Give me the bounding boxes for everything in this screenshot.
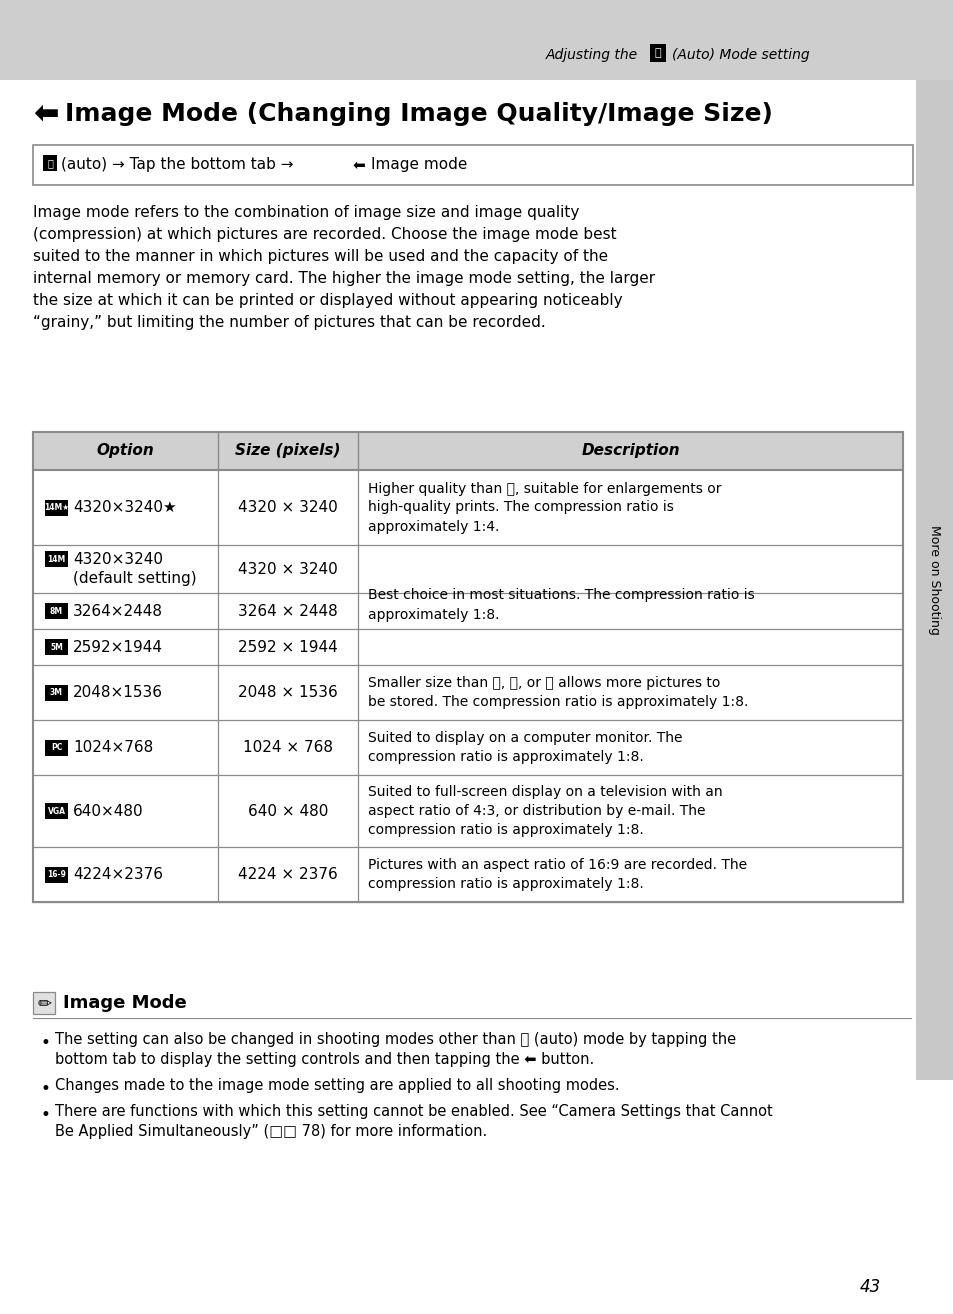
Text: Suited to full-screen display on a television with an: Suited to full-screen display on a telev… <box>368 784 721 799</box>
Text: 4320 × 3240: 4320 × 3240 <box>238 501 337 515</box>
Bar <box>45 603 68 619</box>
Text: 1024 × 768: 1024 × 768 <box>243 740 333 756</box>
Text: •: • <box>41 1106 51 1123</box>
Bar <box>33 470 902 545</box>
Bar <box>45 685 68 700</box>
Text: compression ratio is approximately 1:8.: compression ratio is approximately 1:8. <box>368 876 643 891</box>
Text: Adjusting the: Adjusting the <box>545 49 638 62</box>
Text: 4224 × 2376: 4224 × 2376 <box>238 867 337 882</box>
Bar <box>33 720 902 775</box>
Text: bottom tab to display the setting controls and then tapping the ⬅ button.: bottom tab to display the setting contro… <box>55 1053 594 1067</box>
Text: (default setting): (default setting) <box>73 572 196 586</box>
Bar <box>915 80 953 1080</box>
Text: 5M: 5M <box>50 643 63 652</box>
Text: Description: Description <box>580 444 679 459</box>
Bar <box>45 639 68 654</box>
Text: •: • <box>41 1080 51 1099</box>
Bar <box>33 145 912 185</box>
Bar <box>0 0 953 80</box>
Text: ⬅: ⬅ <box>33 100 58 129</box>
Text: ⬅: ⬅ <box>353 158 365 172</box>
Text: 2048×1536: 2048×1536 <box>73 685 163 700</box>
Text: Smaller size than ⬛, ⬛, or ⬛ allows more pictures to: Smaller size than ⬛, ⬛, or ⬛ allows more… <box>368 675 720 690</box>
Text: the size at which it can be printed or displayed without appearing noticeably: the size at which it can be printed or d… <box>33 293 622 307</box>
Text: aspect ratio of 4:3, or distribution by e-mail. The: aspect ratio of 4:3, or distribution by … <box>368 804 705 819</box>
Text: ⛷: ⛷ <box>654 49 660 58</box>
Bar <box>43 155 57 171</box>
Text: 2048 × 1536: 2048 × 1536 <box>238 685 337 700</box>
Text: approximately 1:4.: approximately 1:4. <box>368 519 498 533</box>
Text: internal memory or memory card. The higher the image mode setting, the larger: internal memory or memory card. The high… <box>33 271 655 286</box>
Text: suited to the manner in which pictures will be used and the capacity of the: suited to the manner in which pictures w… <box>33 248 607 264</box>
Text: 2592×1944: 2592×1944 <box>73 640 163 654</box>
Text: 1024×768: 1024×768 <box>73 740 153 756</box>
Text: 14M★: 14M★ <box>44 503 69 512</box>
Text: Option: Option <box>96 444 154 459</box>
Text: Image mode refers to the combination of image size and image quality: Image mode refers to the combination of … <box>33 205 578 219</box>
Text: 640×480: 640×480 <box>73 803 144 819</box>
Bar <box>33 848 902 901</box>
Bar <box>45 866 68 883</box>
Text: Higher quality than ⬛, suitable for enlargements or: Higher quality than ⬛, suitable for enla… <box>368 481 720 495</box>
Bar <box>45 499 68 515</box>
Bar <box>33 992 55 1014</box>
Text: (Auto) Mode setting: (Auto) Mode setting <box>671 49 809 62</box>
Bar <box>45 551 68 568</box>
Bar <box>33 545 902 593</box>
Text: Image Mode (Changing Image Quality/Image Size): Image Mode (Changing Image Quality/Image… <box>65 102 772 126</box>
Text: Be Applied Simultaneously” (□□ 78) for more information.: Be Applied Simultaneously” (□□ 78) for m… <box>55 1123 487 1139</box>
Text: VGA: VGA <box>48 807 66 816</box>
Text: 4320×3240★: 4320×3240★ <box>73 501 176 515</box>
Text: be stored. The compression ratio is approximately 1:8.: be stored. The compression ratio is appr… <box>368 695 747 710</box>
Text: “grainy,” but limiting the number of pictures that can be recorded.: “grainy,” but limiting the number of pic… <box>33 315 545 330</box>
Text: Suited to display on a computer monitor. The: Suited to display on a computer monitor.… <box>368 731 681 745</box>
Text: ✏: ✏ <box>37 993 51 1012</box>
Text: 3264 × 2448: 3264 × 2448 <box>238 603 337 619</box>
Text: (compression) at which pictures are recorded. Choose the image mode best: (compression) at which pictures are reco… <box>33 227 616 242</box>
Text: compression ratio is approximately 1:8.: compression ratio is approximately 1:8. <box>368 823 643 837</box>
Bar <box>33 775 902 848</box>
Text: Image Mode: Image Mode <box>63 993 187 1012</box>
Text: Size (pixels): Size (pixels) <box>235 444 340 459</box>
Text: The setting can also be changed in shooting modes other than ⛷ (auto) mode by ta: The setting can also be changed in shoot… <box>55 1031 736 1047</box>
Text: 3M: 3M <box>50 689 63 696</box>
Text: 8M: 8M <box>50 607 63 615</box>
Bar <box>33 593 902 629</box>
Text: 43: 43 <box>859 1279 880 1296</box>
Text: Image mode: Image mode <box>371 158 467 172</box>
Text: 4320×3240: 4320×3240 <box>73 552 163 566</box>
Bar <box>33 432 902 470</box>
Text: There are functions with which this setting cannot be enabled. See “Camera Setti: There are functions with which this sett… <box>55 1104 772 1120</box>
Text: 3264×2448: 3264×2448 <box>73 603 163 619</box>
Text: •: • <box>41 1034 51 1053</box>
Text: Changes made to the image mode setting are applied to all shooting modes.: Changes made to the image mode setting a… <box>55 1077 619 1093</box>
Text: More on Shooting: More on Shooting <box>927 526 941 635</box>
Text: 640 × 480: 640 × 480 <box>248 803 328 819</box>
Text: 2592 × 1944: 2592 × 1944 <box>238 640 337 654</box>
Text: 14M: 14M <box>48 555 66 564</box>
Bar <box>45 803 68 819</box>
Text: high-quality prints. The compression ratio is: high-quality prints. The compression rat… <box>368 501 673 515</box>
Bar <box>45 740 68 756</box>
Text: PC: PC <box>51 742 62 752</box>
Text: (auto) → Tap the bottom tab →: (auto) → Tap the bottom tab → <box>61 158 294 172</box>
Text: Best choice in most situations. The compression ratio is: Best choice in most situations. The comp… <box>368 589 754 603</box>
Text: ⛷: ⛷ <box>47 158 52 168</box>
Text: 16-9: 16-9 <box>47 870 66 879</box>
Bar <box>649 43 665 62</box>
Bar <box>33 665 902 720</box>
Text: 4224×2376: 4224×2376 <box>73 867 163 882</box>
Text: 4320 × 3240: 4320 × 3240 <box>238 561 337 577</box>
Text: approximately 1:8.: approximately 1:8. <box>368 607 499 622</box>
Text: Pictures with an aspect ratio of 16:9 are recorded. The: Pictures with an aspect ratio of 16:9 ar… <box>368 858 746 872</box>
Text: compression ratio is approximately 1:8.: compression ratio is approximately 1:8. <box>368 750 643 763</box>
Bar <box>33 629 902 665</box>
